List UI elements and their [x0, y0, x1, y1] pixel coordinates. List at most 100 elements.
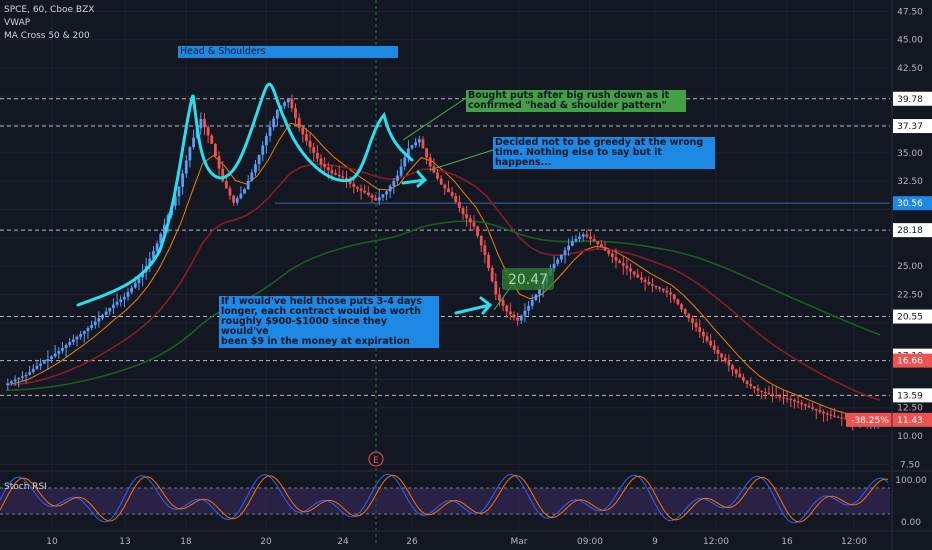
candle-body: [35, 365, 39, 369]
candle-body: [341, 176, 345, 178]
candle-body: [578, 236, 581, 239]
candle-body: [130, 287, 134, 293]
candle-body: [50, 356, 53, 360]
candle-body: [512, 314, 516, 318]
candle-body: [385, 191, 388, 195]
candle-body: [213, 143, 217, 157]
candle-body: [301, 127, 305, 135]
candle-body: [323, 164, 327, 168]
candle-body: [603, 247, 607, 251]
candle-body: [181, 173, 185, 187]
price-axis-label: 35.00: [897, 149, 923, 159]
candle-body: [407, 148, 410, 158]
candle-body: [326, 167, 330, 171]
candle-body: [352, 183, 356, 187]
candle-body: [133, 283, 137, 288]
candle-body: [115, 302, 119, 305]
candle-body: [465, 214, 469, 219]
candle-body: [308, 140, 312, 148]
candle-body: [705, 336, 709, 341]
candle-body: [163, 224, 166, 235]
moving-averages: [5, 122, 881, 422]
candle-body: [388, 186, 392, 192]
rsi-name: Stoch RSI: [4, 482, 47, 492]
candle-body: [228, 188, 232, 196]
candle-body: [814, 408, 818, 411]
candle-body: [614, 257, 618, 261]
candle-body: [680, 304, 683, 310]
event-marker-label: E: [373, 456, 379, 466]
rsi-axis-label: 0.00: [901, 518, 921, 528]
candle-body: [101, 314, 104, 319]
candle-body: [257, 154, 261, 165]
candle-body: [17, 377, 21, 380]
candle-body: [436, 172, 439, 179]
candle-body: [39, 363, 42, 366]
candle-body: [414, 142, 418, 146]
held-note[interactable]: If I would've held those puts 3-4 days l…: [219, 296, 439, 348]
time-axis-label: 10: [46, 537, 58, 547]
candle-body: [672, 294, 676, 300]
candle-body: [756, 388, 760, 391]
candle-body: [745, 380, 749, 384]
candle-body: [79, 334, 83, 337]
candle-body: [246, 180, 250, 190]
candle-body: [210, 135, 214, 144]
candle-body: [410, 145, 414, 149]
candle-body: [833, 415, 836, 417]
candle-body: [10, 381, 13, 384]
time-axis-label: 20: [260, 537, 272, 547]
price-label-box: [502, 268, 554, 290]
bought-puts-note[interactable]: Bought puts after big rush down as it co…: [466, 90, 686, 112]
time-axis-label: 18: [180, 537, 192, 547]
candle-body: [516, 317, 520, 321]
head-shoulders-note[interactable]: Head & Shoulders: [178, 46, 398, 58]
symbol-label[interactable]: SPCE, 60, Cboe BZX: [4, 5, 95, 15]
candle-body: [356, 186, 359, 189]
price-axis-label: 30.56: [897, 199, 923, 209]
price-axis-label: 47.50: [897, 7, 923, 17]
candle-body: [589, 236, 592, 239]
candle-body: [479, 235, 483, 246]
price-axis-label: 12.50: [897, 404, 923, 414]
decided-note[interactable]: Decided not to be greedy at the wrong ti…: [493, 137, 715, 169]
price-axis-label: 32.50: [897, 177, 923, 187]
candle-body: [650, 284, 654, 286]
candles: [6, 94, 880, 431]
candle-body: [108, 308, 112, 312]
candle-body: [731, 365, 734, 370]
bought-puts-line-2: confirmed "head & shoulder pattern": [468, 100, 667, 111]
candle-body: [217, 156, 221, 169]
time-axis-label: Mar: [511, 537, 528, 547]
price-label-text: 20.47: [508, 272, 548, 288]
vwap-label[interactable]: VWAP: [4, 18, 31, 28]
ma-cross-label[interactable]: MA Cross 50 & 200: [4, 31, 90, 41]
candle-body: [468, 218, 472, 223]
price-axis-label: 11.43: [897, 416, 923, 426]
candle-body: [71, 339, 75, 343]
price-axis-label: 10.00: [897, 432, 923, 442]
candle-body: [42, 361, 46, 364]
candle-body: [82, 331, 86, 335]
pattern-curve: [76, 82, 414, 307]
candle-body: [472, 222, 476, 227]
candle-body: [294, 108, 297, 119]
change-label: -38.25%: [851, 416, 889, 426]
candle-body: [417, 139, 421, 143]
candle-body: [483, 245, 487, 255]
price-axis-tag: [893, 309, 932, 324]
candle-body: [592, 238, 596, 242]
candle-body: [268, 127, 272, 136]
candle-body: [93, 321, 97, 326]
candle-body: [61, 348, 64, 352]
candle-body: [337, 174, 341, 177]
candle-body: [825, 413, 829, 415]
bought-puts-line-1: Bought puts after big rush down as it: [468, 90, 670, 101]
candle-body: [567, 245, 571, 251]
price-axis-label: 45.00: [897, 36, 923, 46]
candle-body: [112, 304, 115, 309]
candle-body: [432, 166, 436, 173]
candle-body: [505, 305, 509, 312]
candle-body: [6, 383, 10, 386]
